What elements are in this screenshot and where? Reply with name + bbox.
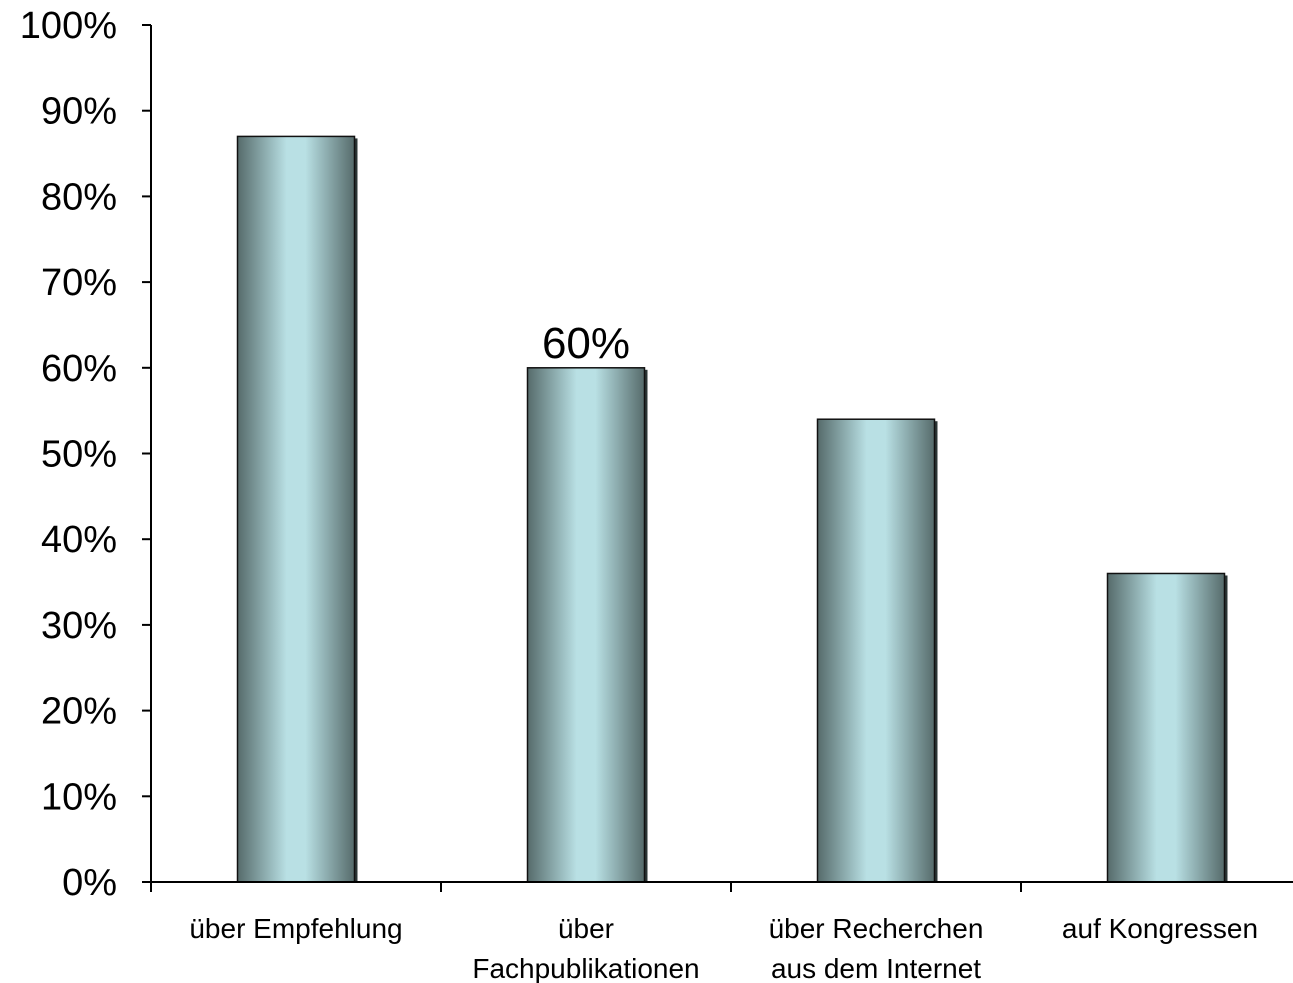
y-tick-label: 10% [41,776,117,818]
x-category-label: über [558,913,614,944]
bar [526,367,646,883]
bar [1106,572,1226,883]
x-category-label: aus dem Internet [771,953,981,983]
y-tick-label: 80% [41,176,117,218]
y-tick-label: 60% [41,348,117,390]
y-tick-label: 90% [41,91,117,133]
x-category-label: Fachpublikationen [472,953,699,983]
bar-data-label: 60% [542,319,630,368]
x-category-label: auf Kongressen [1062,913,1258,944]
bar [236,135,356,883]
y-tick-label: 70% [41,262,117,304]
y-tick-label: 0% [62,862,117,904]
bar [816,418,936,883]
bars-layer [236,135,1228,883]
x-category-label: über Recherchen [769,913,984,944]
x-category-label: über Empfehlung [189,913,402,944]
y-tick-label: 30% [41,605,117,647]
axis-layer [142,24,1293,892]
y-tick-label: 40% [41,519,117,561]
labels-layer: 0% 10% 20% 30% 40% 50% 60% 70% 80% 90% 100% über Em… [20,5,1258,983]
y-tick-label: 100% [20,5,117,47]
y-tick-label: 20% [41,691,117,733]
y-tick-label: 50% [41,434,117,476]
